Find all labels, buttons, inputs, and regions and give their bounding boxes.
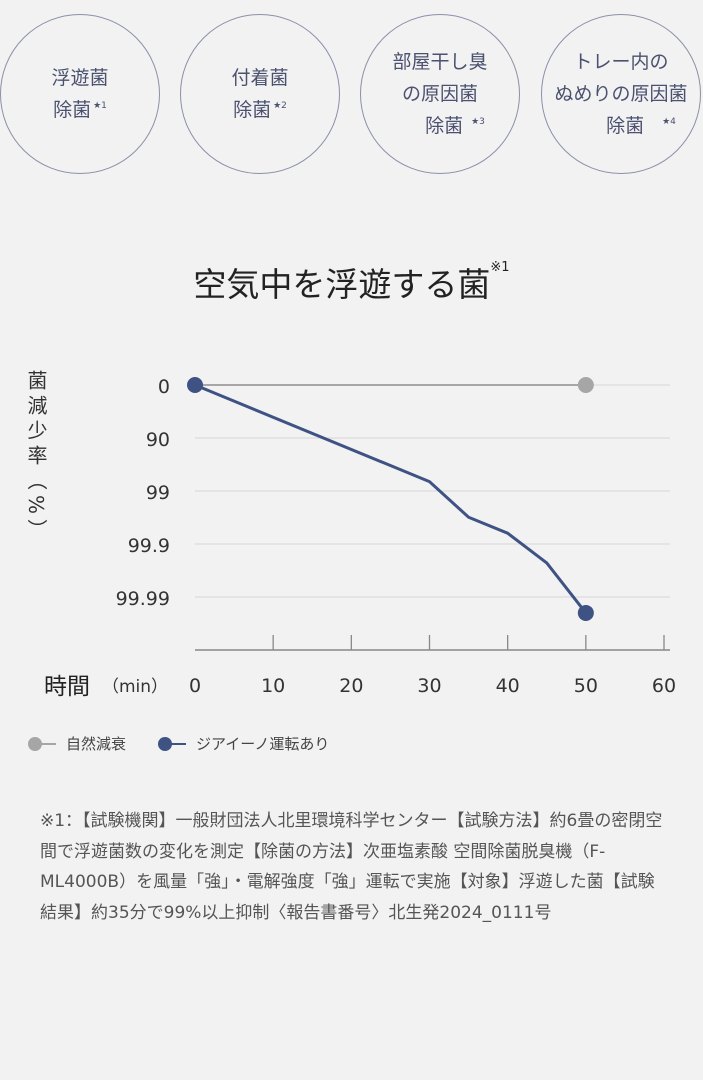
legend-label: ジアイーノ運転あり [196, 735, 330, 753]
x-tick-label: 30 [417, 675, 441, 697]
chart-title: 空気中を浮遊する菌※1 [0, 258, 703, 306]
legend-label: 自然減衰 [66, 735, 127, 753]
x-tick-label: 20 [339, 675, 363, 697]
badge-text: 除菌 [233, 99, 272, 121]
chart-title-mark: ※1 [490, 260, 510, 275]
badge-line: トレー内の [573, 51, 669, 73]
badge-mark: ★3 [471, 117, 485, 127]
legend-marker-icon [158, 736, 187, 752]
data-point [577, 604, 594, 621]
x-axis-label: 時間 [44, 674, 90, 700]
badge-line: 除菌 ★4 [566, 110, 676, 142]
y-tick-label: 0 [158, 376, 170, 398]
x-tick-label: 0 [189, 675, 201, 697]
badge-laundry-odor: 部屋干し臭 の原因菌 除菌 ★3 [360, 14, 520, 174]
badge-text: 除菌 [53, 99, 92, 121]
badge-attached-bacteria: 付着菌 除菌 ★2 [180, 14, 340, 174]
data-point [577, 377, 594, 393]
badge-mark: ★4 [662, 117, 676, 127]
badge-text: 除菌 [606, 115, 645, 137]
footnote: ※1：【試験機関】一般財団法人北里環境科学センター【試験方法】約6畳の密閉空間で… [40, 811, 663, 923]
legend-item-natural-decay: 自然減衰 [28, 733, 126, 754]
x-tick-label: 10 [261, 675, 285, 697]
y-tick-label: 99 [146, 482, 170, 504]
y-tick-label: 99.99 [116, 588, 170, 610]
x-tick-label: 40 [496, 675, 520, 697]
badge-line: の原因菌 [401, 83, 478, 105]
y-tick-label: 90 [146, 429, 170, 451]
legend-item-ziaino: ジアイーノ運転あり [158, 733, 329, 754]
badge-line: 部屋干し臭 [392, 51, 488, 73]
legend-marker-icon [28, 736, 56, 752]
badge-line: 除菌 ★3 [395, 110, 485, 142]
y-axis-label: 菌減少率（%） [24, 370, 48, 545]
legend: 自然減衰 ジアイーノ運転あり [28, 733, 361, 754]
badge-line: 除菌 ★2 [233, 94, 287, 126]
badge-tray-slime: トレー内の ぬめりの原因菌 除菌 ★4 [541, 14, 701, 174]
data-point [187, 377, 203, 393]
chart-title-text: 空気中を浮遊する菌 [193, 265, 491, 304]
badge-mark: ★1 [93, 101, 107, 111]
badge-line: 浮遊菌 [51, 67, 109, 89]
x-axis-unit: （min） [102, 677, 168, 697]
y-tick-label: 99.9 [128, 535, 170, 557]
x-tick-label: 60 [652, 675, 676, 697]
badge-line: 除菌 ★1 [53, 94, 107, 126]
badge-text: 除菌 [425, 115, 464, 137]
badge-airborne-bacteria: 浮遊菌 除菌 ★1 [0, 14, 160, 174]
badge-mark: ★2 [273, 101, 287, 111]
line-chart: 0 90 99 99.9 99.99 0 10 20 30 40 50 60 時間 （min） [44, 376, 676, 700]
series-line [194, 383, 588, 614]
badge-line: 付着菌 [231, 67, 289, 89]
x-tick-label: 50 [574, 675, 598, 697]
badge-line: ぬめりの原因菌 [554, 83, 688, 105]
